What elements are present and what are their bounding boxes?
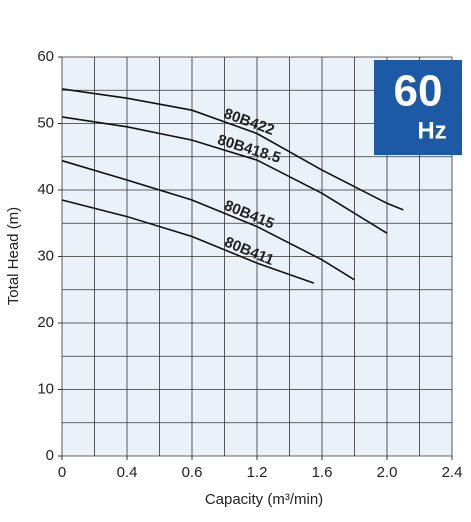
x-tick-label: 0.6 [182,464,203,481]
badge-value: 60 [394,67,443,116]
curve [61,88,404,211]
y-tick-label: 40 [37,181,54,198]
x-tick-label: 1.2 [247,464,268,481]
y-tick-label: 60 [37,48,54,65]
badge-unit: Hz [417,117,446,144]
x-tick-label: 0 [58,464,66,481]
y-tick-label: 30 [37,247,54,264]
y-tick-label: 0 [46,447,54,464]
y-tick-label: 10 [37,380,54,397]
x-tick-label: 2.4 [442,464,463,481]
curve [61,159,355,281]
y-axis-label: Total Head (m) [5,207,22,305]
curve [61,116,388,234]
x-tick-label: 1.6 [312,464,333,481]
x-tick-label: 0.4 [117,464,138,481]
badge [374,60,462,155]
x-tick-label: 2.0 [377,464,398,481]
x-axis-label: Capacity (m³/min) [205,491,323,508]
y-tick-label: 20 [37,314,54,331]
curve [61,199,315,284]
y-tick-label: 50 [37,114,54,131]
